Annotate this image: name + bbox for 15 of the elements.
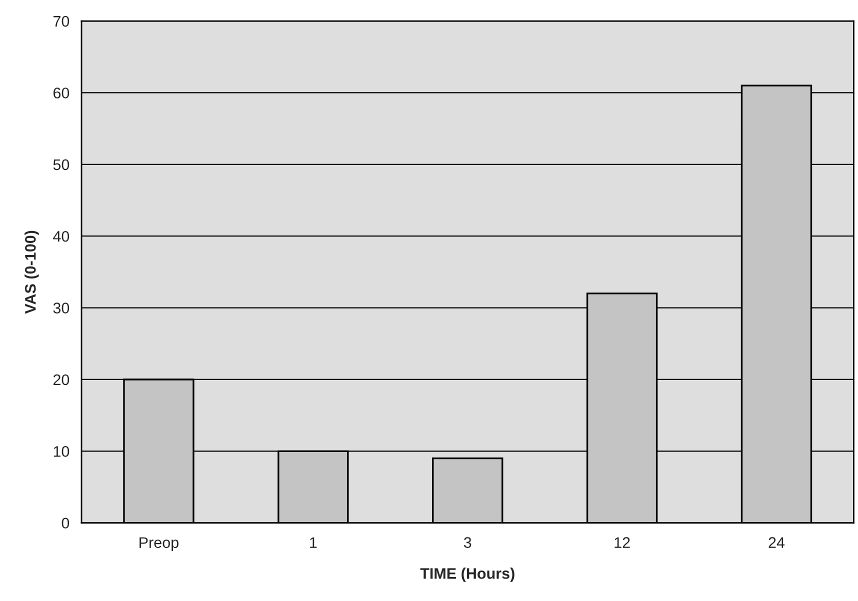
x-tick-label: 1 [310, 537, 317, 548]
y-tick-label: 0 [62, 518, 70, 529]
y-tick-label: 60 [53, 88, 70, 98]
x-tick-label: 12 [614, 537, 630, 548]
x-tick-label: Preop [140, 537, 178, 551]
y-tick-label: 20 [53, 374, 70, 386]
y-tick-label: 30 [53, 302, 70, 314]
y-tick-label: 40 [53, 230, 70, 242]
y-tick-label: 10 [54, 446, 70, 457]
x-tick-label: 3 [464, 537, 472, 548]
y-tick-label: 70 [53, 16, 70, 27]
x-tick-label: 24 [768, 537, 785, 548]
y-tick-label: 50 [53, 159, 70, 170]
y-axis-title: VAS (0-100) [24, 230, 39, 314]
x-axis-title: TIME (Hours) [420, 568, 514, 582]
